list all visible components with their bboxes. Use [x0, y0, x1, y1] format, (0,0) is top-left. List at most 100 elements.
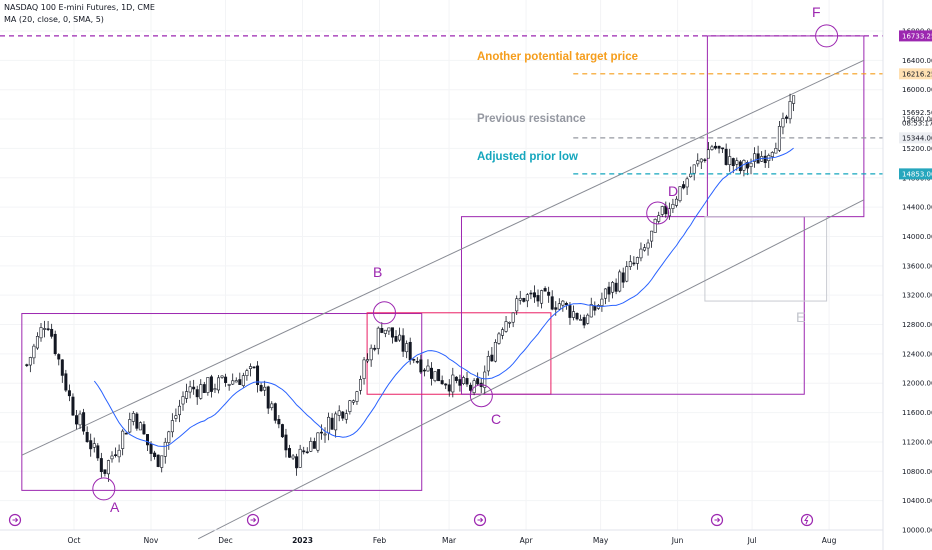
- candle-body: [618, 271, 622, 292]
- flash-icon[interactable]: [800, 513, 814, 527]
- candle-body: [50, 328, 54, 337]
- candle-body: [735, 160, 739, 165]
- candle-body: [217, 377, 221, 391]
- candle-body: [561, 300, 565, 306]
- candle-body: [692, 164, 696, 174]
- candle-body: [266, 386, 270, 409]
- candle-body: [543, 288, 547, 292]
- candle-body: [753, 153, 757, 162]
- candle-body: [650, 230, 654, 242]
- candle-body: [334, 413, 338, 431]
- candlesticks: [25, 93, 796, 482]
- candle-body: [291, 455, 295, 459]
- candle-body: [273, 403, 277, 421]
- candle-body: [302, 450, 306, 453]
- candle-body: [330, 417, 334, 430]
- candle-body: [53, 333, 57, 355]
- candle-body: [621, 272, 625, 283]
- price-tick-label: 15600.00: [902, 116, 932, 124]
- candle-body: [611, 282, 615, 293]
- point-label-c: C: [491, 411, 501, 427]
- candle-body: [710, 146, 714, 150]
- candle-body: [96, 445, 100, 459]
- candle-body: [309, 441, 313, 452]
- range-box-a-b: [21, 313, 423, 491]
- candle-body: [348, 400, 352, 412]
- candle-body: [703, 159, 707, 161]
- candle-body: [763, 155, 767, 164]
- candle-body: [398, 334, 402, 341]
- horizontal-levels: [0, 35, 883, 175]
- timeline-marker-icon[interactable]: [473, 513, 487, 527]
- target-label: Another potential target price: [477, 51, 638, 63]
- candle-body: [568, 305, 572, 318]
- candle-body: [451, 374, 455, 393]
- candle-body: [682, 184, 686, 189]
- candle-body: [344, 413, 348, 420]
- candle-body: [515, 298, 519, 312]
- candle-body: [390, 327, 394, 338]
- candle-body: [575, 313, 579, 320]
- candle-body: [337, 410, 341, 416]
- candle-body: [362, 359, 366, 379]
- price-tick-label: 11200.00: [902, 438, 932, 446]
- candle-body: [774, 148, 778, 154]
- timeline-markers: [8, 513, 814, 527]
- candle-body: [412, 359, 416, 361]
- candle-body: [643, 247, 647, 251]
- time-tick-label: 2023: [292, 536, 313, 545]
- point-circle: [372, 301, 396, 325]
- candle-body: [653, 219, 657, 233]
- range-box-d-f: [706, 35, 865, 218]
- point-label-b: B: [373, 264, 382, 280]
- candle-body: [213, 388, 217, 391]
- candle-body: [483, 371, 487, 388]
- candle-body: [501, 329, 505, 336]
- timeline-marker-icon[interactable]: [8, 513, 22, 527]
- candle-body: [490, 354, 494, 362]
- candle-body: [632, 262, 636, 265]
- candle-body: [589, 304, 593, 318]
- point-label-d: D: [668, 183, 678, 199]
- candle-body: [696, 160, 700, 165]
- candle-body: [192, 386, 196, 390]
- candle-body: [188, 386, 192, 393]
- price-tick-label: 12800.00: [902, 321, 932, 329]
- candle-body: [600, 298, 604, 307]
- candle-body: [582, 317, 586, 326]
- point-label-e: E: [796, 309, 805, 325]
- candle-body: [529, 292, 533, 295]
- candle-body: [263, 386, 267, 391]
- candle-body: [57, 354, 61, 360]
- candle-body: [270, 403, 274, 409]
- candle-body: [628, 261, 632, 267]
- candle-body: [206, 377, 210, 393]
- candle-body: [366, 359, 370, 362]
- point-circle: [92, 477, 116, 501]
- time-tick-label: Dec: [218, 536, 233, 545]
- candle-body: [777, 126, 781, 151]
- price-tag-prior-low: 14853.00: [902, 170, 932, 178]
- candle-body: [181, 396, 185, 405]
- candle-body: [731, 158, 735, 167]
- candle-body: [401, 335, 405, 352]
- candle-body: [437, 369, 441, 382]
- candle-body: [525, 294, 529, 302]
- candle-body: [667, 208, 671, 217]
- candle-body: [131, 413, 135, 422]
- indicator-legend[interactable]: MA (20, close, 0, SMA, 5): [4, 15, 104, 24]
- candle-body: [547, 291, 551, 296]
- timeline-marker-icon[interactable]: [246, 513, 260, 527]
- point-label-a: A: [110, 499, 120, 515]
- candle-body: [625, 266, 629, 282]
- candle-body: [522, 298, 526, 302]
- candle-body: [170, 420, 174, 433]
- candle-body: [43, 328, 47, 330]
- candle-body: [298, 448, 302, 468]
- candle-body: [376, 327, 380, 349]
- timeline-marker-icon[interactable]: [710, 513, 724, 527]
- price-tag-target: 16216.25: [902, 70, 932, 78]
- candle-body: [579, 319, 583, 321]
- candle-body: [383, 329, 387, 334]
